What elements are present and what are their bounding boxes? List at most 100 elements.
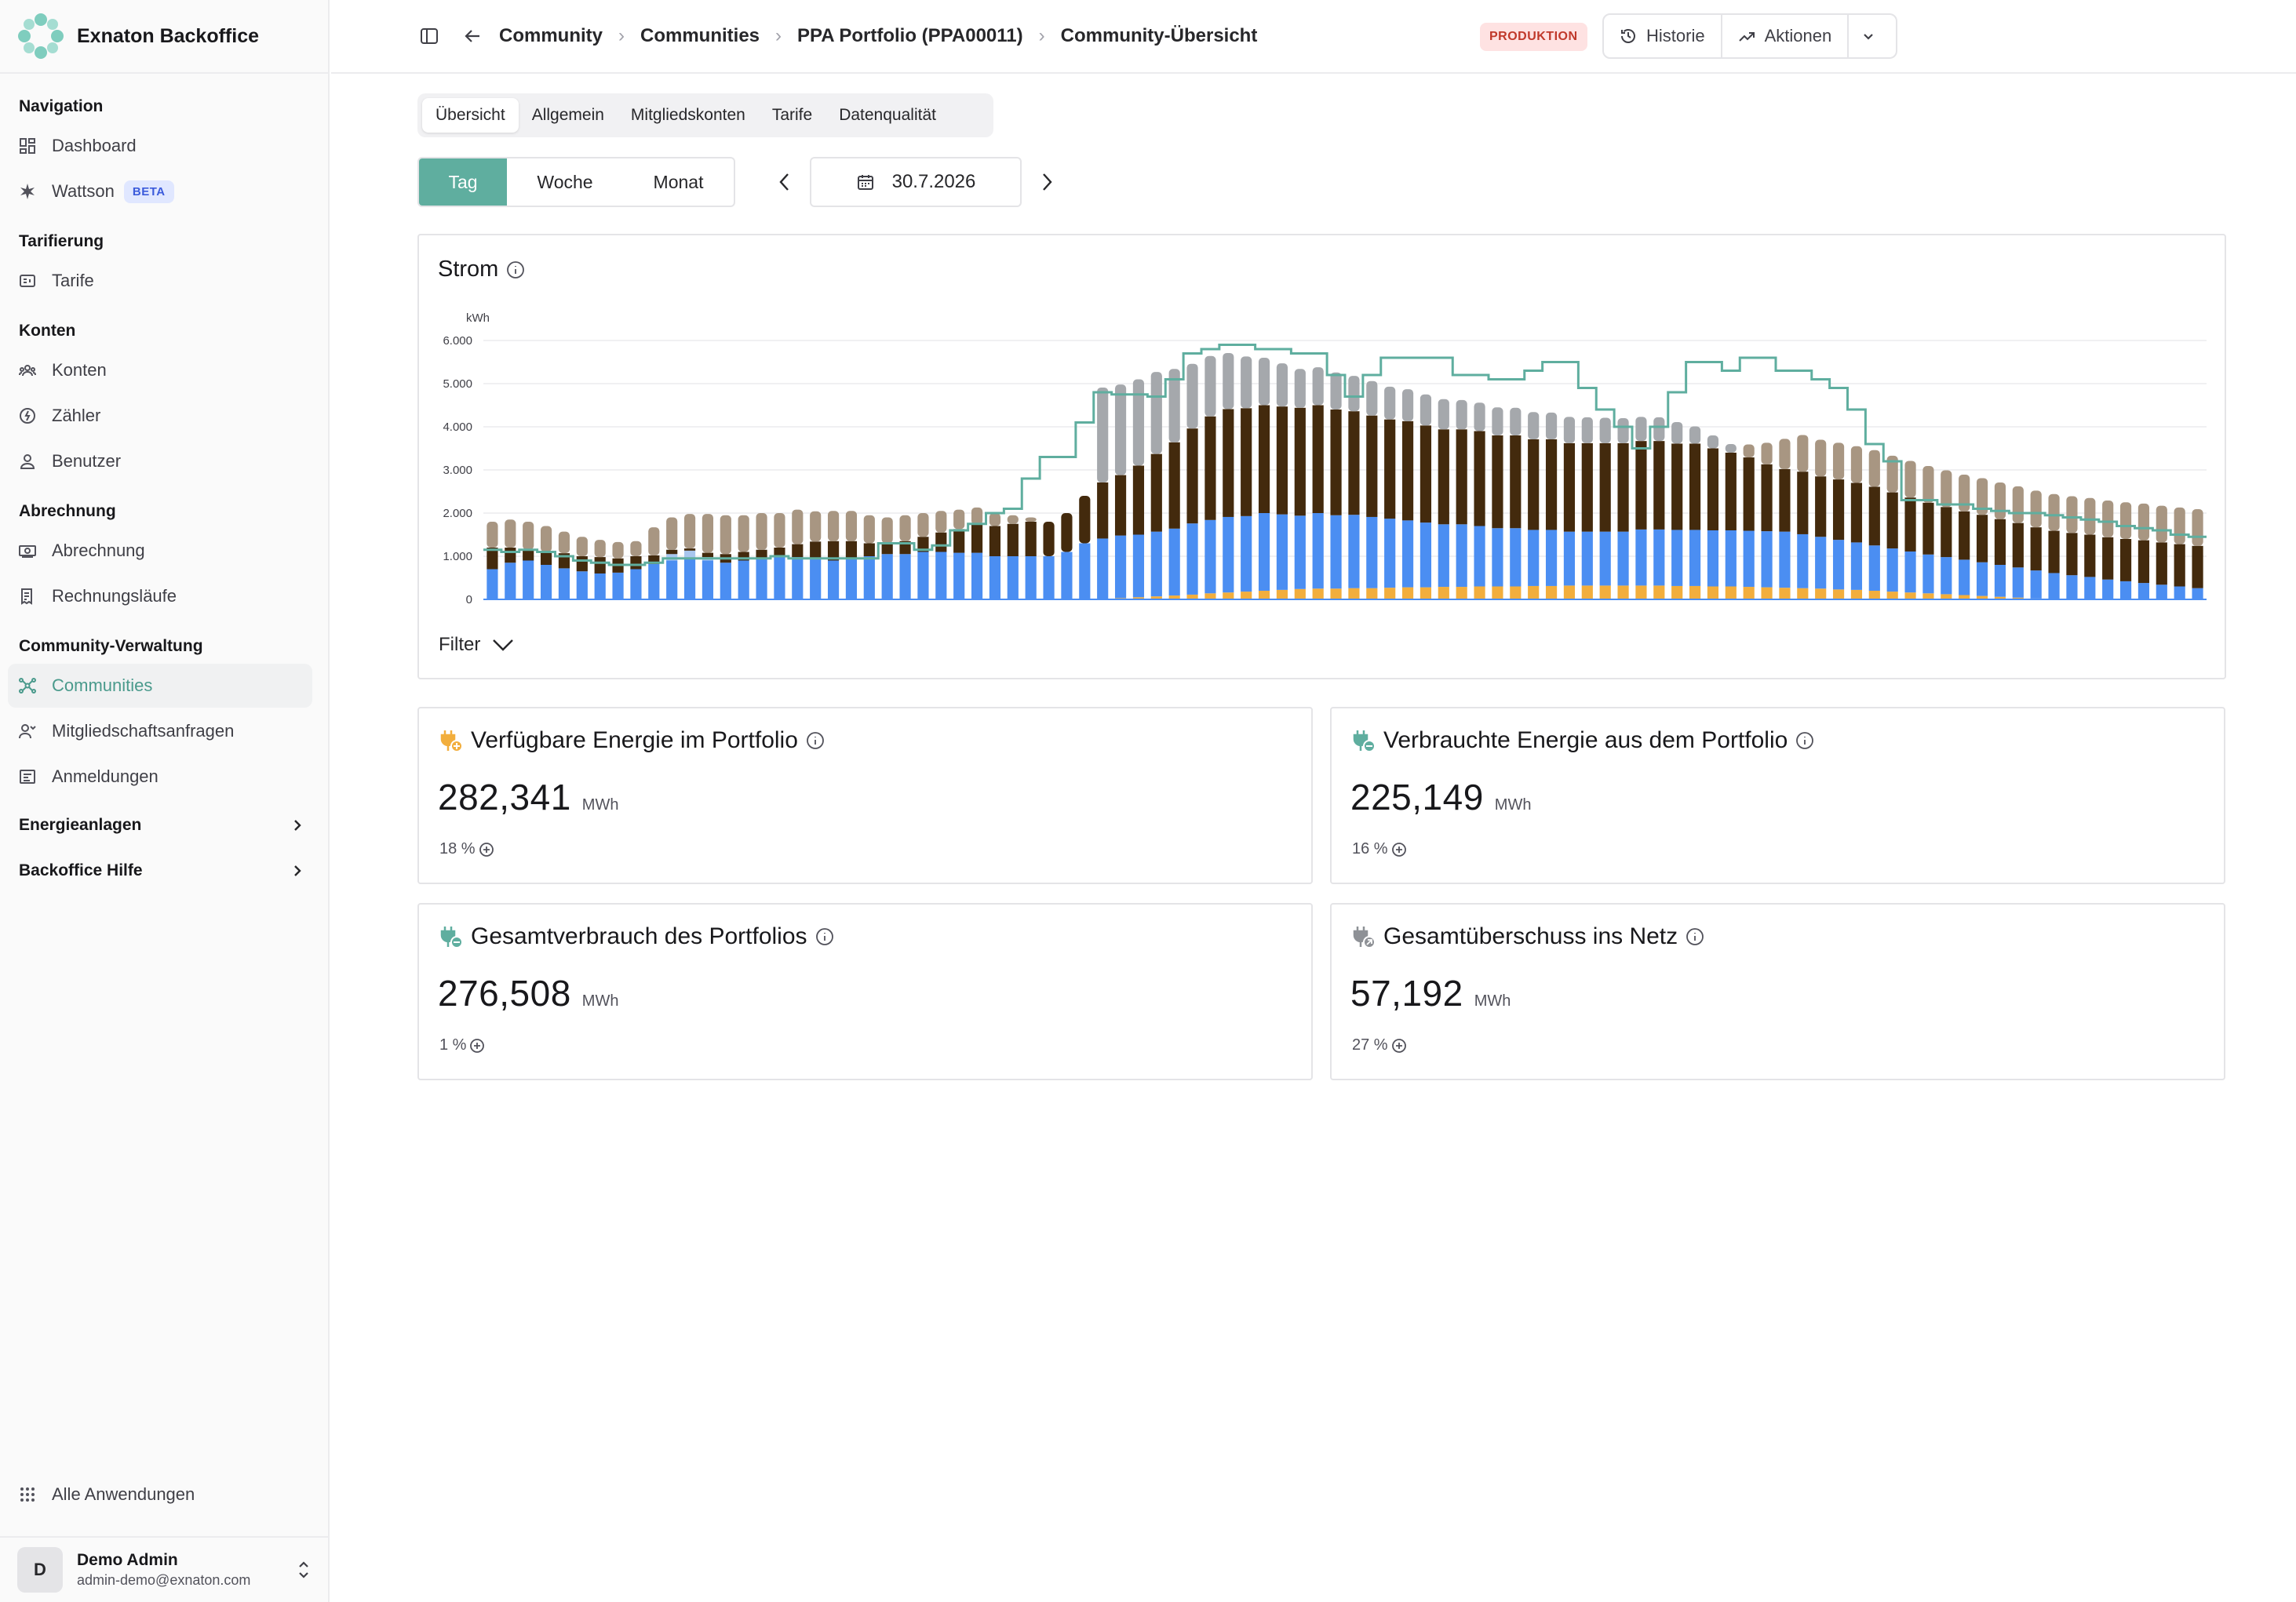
- stat-title: Gesamtverbrauch des Portfolios: [438, 923, 834, 950]
- sparkle-icon: [20, 184, 35, 199]
- plug-minus-icon: [440, 927, 463, 948]
- breadcrumb-item[interactable]: Community: [499, 25, 603, 46]
- period-monat-button[interactable]: Monat: [653, 171, 704, 192]
- bar-segment: [1779, 439, 1791, 469]
- bar-segment: [738, 515, 749, 552]
- previous-date-button[interactable]: [771, 168, 799, 196]
- chevron-updown-icon: [299, 1561, 308, 1578]
- back-arrow-icon[interactable]: [463, 26, 483, 46]
- bar-segment: [1384, 386, 1396, 420]
- bar-segment: [1761, 442, 1773, 464]
- bar-segment: [1707, 448, 1719, 530]
- bar-segment: [827, 511, 840, 541]
- receipt-icon: [21, 588, 32, 605]
- breadcrumb-item[interactable]: Communities: [640, 25, 760, 46]
- all-apps-link[interactable]: Alle Anwendungen: [8, 1473, 312, 1516]
- sidebar-toggle-icon[interactable]: [419, 26, 439, 46]
- bar-segment: [683, 550, 696, 559]
- y-tick-label: 3.000: [443, 464, 472, 477]
- user-email: admin-demo@exnaton.com: [77, 1572, 251, 1588]
- bar-segment: [1868, 486, 1880, 546]
- sidebar-item-mitgliedschaftsanfragen[interactable]: Mitgliedschaftsanfragen: [8, 709, 312, 753]
- money-icon: [19, 545, 36, 558]
- aktionen-button[interactable]: Aktionen: [1722, 15, 1850, 57]
- info-icon[interactable]: [1686, 927, 1704, 946]
- tab-allgemein[interactable]: Allgemein: [531, 106, 604, 124]
- brand[interactable]: Exnaton Backoffice: [0, 0, 328, 74]
- bar-segment: [810, 559, 822, 599]
- bar-segment: [1815, 476, 1827, 537]
- bar-segment: [505, 548, 516, 563]
- period-tag-button[interactable]: Tag: [419, 158, 507, 206]
- sidebar-item-tarife[interactable]: Tarife: [8, 259, 312, 303]
- sidebar-collapsible-hilfe[interactable]: Backoffice Hilfe: [8, 849, 312, 893]
- bar-segment: [1150, 531, 1162, 597]
- period-selector: Tag Woche Monat: [417, 157, 735, 207]
- tab-mitgliedskonten[interactable]: Mitgliedskonten: [630, 106, 745, 124]
- stat-number: 282,341: [438, 777, 571, 817]
- stat-value: 276,508 MWh: [438, 972, 618, 1014]
- next-date-button[interactable]: [1033, 168, 1061, 196]
- sidebar-item-konten[interactable]: Konten: [8, 348, 312, 392]
- bar-segment: [1258, 591, 1270, 599]
- breadcrumb-item[interactable]: PPA Portfolio (PPA00011): [797, 25, 1023, 46]
- bar-segment: [1941, 594, 1952, 599]
- bar-segment: [1941, 470, 1952, 508]
- bar-segment: [1330, 588, 1342, 599]
- tab-tarife[interactable]: Tarife: [771, 106, 813, 124]
- bar-segment: [2048, 573, 2060, 599]
- bar-segment: [1150, 453, 1162, 532]
- stat-percentage-text: 16 %: [1352, 840, 1388, 857]
- bar-segment: [1832, 589, 1845, 599]
- bar-segment: [1886, 455, 1898, 493]
- sidebar-item-communities[interactable]: Communities: [8, 664, 312, 708]
- tab-datenqualitaet[interactable]: Datenqualität: [839, 106, 936, 124]
- bar-segment: [1132, 379, 1145, 466]
- bar-segment: [1401, 587, 1414, 599]
- sidebar-item-rechnungslaeufe[interactable]: Rechnungsläufe: [8, 574, 312, 618]
- bar-segment: [1635, 417, 1647, 442]
- info-icon[interactable]: [1795, 731, 1814, 750]
- sidebar-item-abrechnung[interactable]: Abrechnung: [8, 529, 312, 573]
- user-menu[interactable]: D Demo Admin admin-demo@exnaton.com: [0, 1536, 328, 1602]
- aktionen-dropdown-button[interactable]: [1849, 15, 1888, 57]
- historie-button[interactable]: Historie: [1604, 15, 1722, 57]
- date-picker[interactable]: 30.7.2026: [810, 157, 1022, 207]
- bar-segment: [810, 541, 822, 559]
- sidebar-item-dashboard[interactable]: Dashboard: [8, 124, 312, 168]
- bar-segment: [1492, 435, 1503, 529]
- bar-segment: [1492, 407, 1503, 435]
- bar-segment: [863, 543, 875, 556]
- stat-percentage: 16 %: [1352, 840, 1407, 858]
- bar-segment: [827, 541, 840, 561]
- bar-segment: [630, 569, 642, 599]
- period-woche-button[interactable]: Woche: [537, 171, 593, 192]
- bar-segment: [1635, 585, 1647, 599]
- sidebar-item-anmeldungen[interactable]: Anmeldungen: [8, 755, 312, 799]
- bar-segment: [576, 556, 588, 572]
- bar-segment: [558, 531, 570, 554]
- sidebar-item-benutzer[interactable]: Benutzer: [8, 439, 312, 483]
- bar-segment: [1797, 588, 1809, 599]
- filter-toggle[interactable]: Filter: [439, 634, 515, 656]
- bar-segment: [1904, 551, 1916, 593]
- tab-uebersicht[interactable]: Übersicht: [422, 98, 519, 133]
- bar-segment: [2192, 509, 2203, 546]
- sidebar-item-wattson[interactable]: Wattson BETA: [8, 169, 312, 213]
- bar-segment: [1886, 548, 1898, 592]
- info-icon[interactable]: [806, 731, 825, 750]
- bar-segment: [1366, 516, 1378, 588]
- info-icon[interactable]: [506, 260, 525, 279]
- bar-segment: [1150, 372, 1162, 454]
- bar-segment: [1815, 588, 1827, 599]
- bar-segment: [989, 513, 1001, 526]
- sidebar-collapsible-energieanlagen[interactable]: Energieanlagen: [8, 803, 312, 847]
- bar-segment: [1438, 429, 1449, 525]
- sidebar-item-zaehler[interactable]: Zähler: [8, 394, 312, 438]
- sidebar-collapsible-label: Backoffice Hilfe: [19, 861, 143, 879]
- stat-number: 57,192: [1350, 973, 1463, 1014]
- info-icon[interactable]: [815, 927, 834, 946]
- bar-segment: [2012, 567, 2024, 598]
- bar-segment: [953, 529, 965, 553]
- topbar: Community › Communities › PPA Portfolio …: [331, 0, 2296, 74]
